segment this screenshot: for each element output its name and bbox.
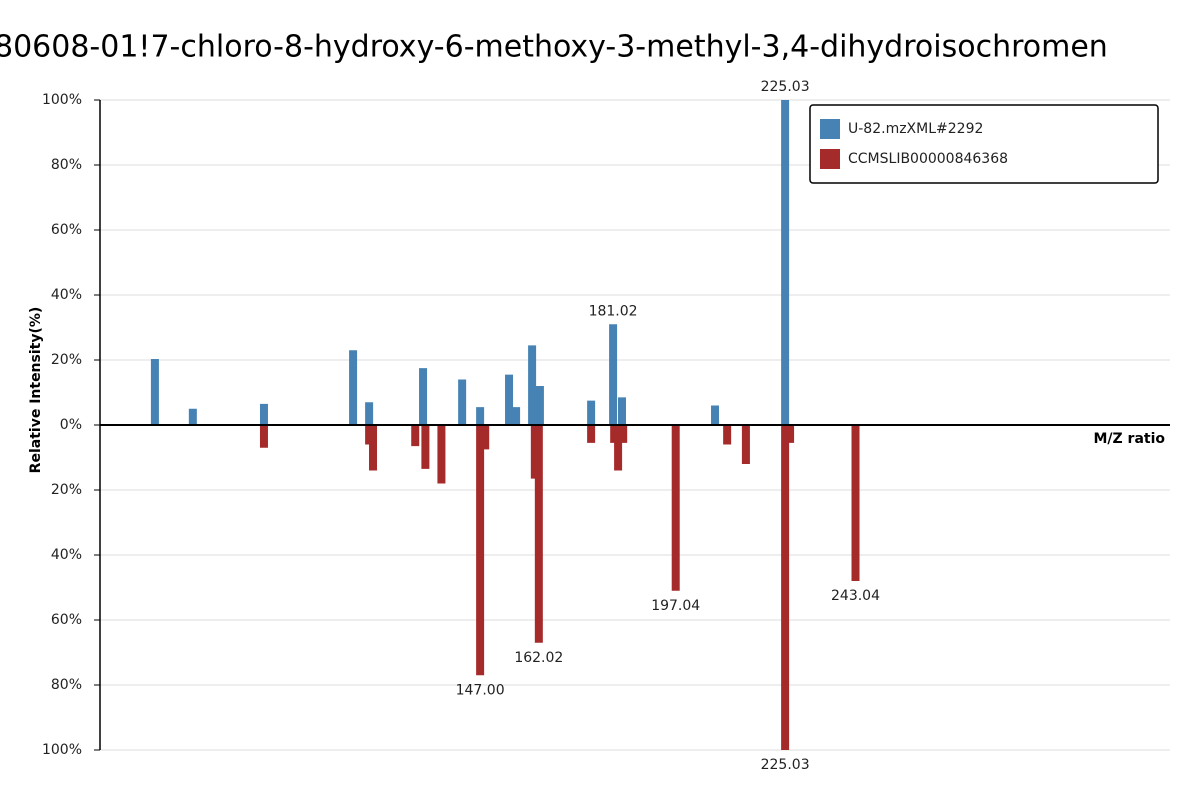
bar bbox=[741, 425, 750, 464]
chart-title: 80608-01!7-chloro-8-hydroxy-6-methoxy-3-… bbox=[0, 30, 1108, 65]
bar bbox=[365, 402, 374, 425]
bar bbox=[535, 386, 544, 425]
bar bbox=[619, 425, 628, 443]
y-tick-label: 100% bbox=[42, 92, 82, 108]
bar bbox=[481, 425, 490, 450]
bar bbox=[411, 425, 420, 447]
peak-label: 181.02 bbox=[589, 303, 638, 319]
bar bbox=[421, 425, 430, 469]
legend-swatch bbox=[820, 119, 840, 139]
bar bbox=[534, 425, 543, 643]
bar bbox=[476, 425, 485, 676]
x-axis-label: M/Z ratio bbox=[1093, 431, 1165, 447]
y-tick-label: 100% bbox=[42, 742, 82, 758]
y-tick-label: 20% bbox=[51, 352, 82, 368]
bar bbox=[587, 400, 596, 425]
legend-box bbox=[809, 104, 1159, 184]
bar bbox=[609, 324, 618, 425]
y-tick-label: 80% bbox=[51, 677, 82, 693]
bar bbox=[587, 425, 596, 443]
bar bbox=[851, 425, 860, 581]
bar bbox=[150, 359, 159, 425]
legend-label: U-82.mzXML#2292 bbox=[848, 121, 983, 137]
bar bbox=[614, 425, 623, 471]
y-tick-label: 60% bbox=[51, 612, 82, 628]
legend-label: CCMSLIB00000846368 bbox=[848, 151, 1008, 167]
legend-swatch bbox=[820, 149, 840, 169]
bar bbox=[505, 374, 514, 425]
bar bbox=[349, 350, 358, 425]
y-tick-label: 20% bbox=[51, 482, 82, 498]
y-tick-label: 40% bbox=[51, 547, 82, 563]
bar bbox=[671, 425, 680, 591]
bar bbox=[259, 403, 268, 425]
y-tick-label: 60% bbox=[51, 222, 82, 238]
peak-label: 147.00 bbox=[456, 682, 505, 698]
y-tick-label: 80% bbox=[51, 157, 82, 173]
bar bbox=[458, 379, 467, 425]
y-axis-label: Relative Intensity(%) bbox=[28, 307, 44, 474]
bar bbox=[437, 425, 446, 484]
peak-label: 243.04 bbox=[831, 588, 880, 604]
peak-label: 225.03 bbox=[761, 79, 810, 95]
bar bbox=[419, 368, 428, 425]
bar bbox=[259, 425, 268, 448]
bar bbox=[528, 345, 537, 425]
bar bbox=[188, 408, 197, 425]
bar bbox=[786, 425, 795, 443]
peak-label: 197.04 bbox=[651, 598, 700, 614]
bar bbox=[723, 425, 732, 445]
bar bbox=[781, 425, 790, 750]
bar bbox=[476, 407, 485, 425]
peak-label: 225.03 bbox=[761, 757, 810, 773]
peak-label: 162.02 bbox=[514, 650, 563, 666]
bar bbox=[711, 405, 720, 425]
y-tick-label: 0% bbox=[60, 417, 82, 433]
bar bbox=[618, 397, 627, 425]
y-tick-label: 40% bbox=[51, 287, 82, 303]
bar bbox=[781, 100, 790, 425]
bar bbox=[369, 425, 378, 471]
bar bbox=[512, 407, 521, 425]
